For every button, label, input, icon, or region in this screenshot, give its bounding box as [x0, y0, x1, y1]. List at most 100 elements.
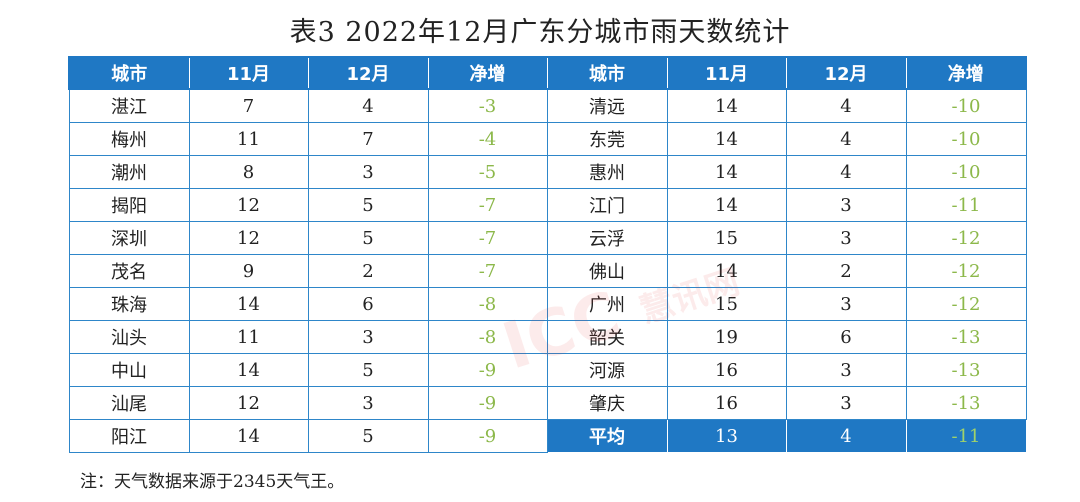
- dec-cell: 2: [307, 254, 429, 288]
- nov-cell: 8: [188, 155, 309, 189]
- nov-cell: 11: [188, 122, 309, 156]
- net-change-cell: -13: [905, 386, 1027, 420]
- city-cell: 揭阳: [68, 188, 190, 222]
- net-change-cell: -12: [905, 254, 1027, 288]
- city-cell: 清远: [546, 88, 668, 123]
- city-cell: 韶关: [546, 320, 668, 354]
- nov-cell: 14: [666, 88, 787, 123]
- nov-cell: 16: [666, 386, 787, 420]
- city-cell: 东莞: [546, 122, 668, 156]
- net-change-cell: -4: [427, 122, 548, 156]
- table-header-row: 城市 11月 12月 净增 城市 11月 12月 净增: [68, 56, 1027, 90]
- table-row: 潮州 8 3 -5 惠州 14 4 -10: [68, 155, 1027, 189]
- city-cell: 河源: [546, 353, 668, 387]
- dec-cell: 3: [307, 155, 429, 189]
- net-change-cell: -7: [427, 254, 548, 288]
- average-dec-cell: 4: [785, 419, 907, 453]
- city-cell: 珠海: [68, 287, 190, 321]
- nov-cell: 15: [666, 221, 787, 255]
- city-cell: 潮州: [68, 155, 190, 189]
- net-change-cell: -9: [427, 419, 548, 453]
- dec-cell: 3: [307, 320, 429, 354]
- net-change-cell: -10: [905, 155, 1027, 189]
- dec-cell: 3: [785, 188, 907, 222]
- header-nov-left: 11月: [188, 56, 309, 90]
- city-cell: 茂名: [68, 254, 190, 288]
- dec-cell: 3: [785, 221, 907, 255]
- dec-cell: 4: [307, 88, 429, 123]
- nov-cell: 12: [188, 221, 309, 255]
- header-nov-right: 11月: [666, 56, 787, 90]
- dec-cell: 5: [307, 221, 429, 255]
- nov-cell: 7: [188, 88, 309, 123]
- nov-cell: 9: [188, 254, 309, 288]
- header-dec-left: 12月: [307, 56, 429, 90]
- net-change-cell: -13: [905, 320, 1027, 354]
- nov-cell: 12: [188, 386, 309, 420]
- dec-cell: 4: [785, 155, 907, 189]
- dec-cell: 3: [785, 287, 907, 321]
- nov-cell: 14: [188, 353, 309, 387]
- dec-cell: 5: [307, 353, 429, 387]
- table-row: 湛江 7 4 -3 清远 14 4 -10: [68, 88, 1027, 123]
- city-cell: 惠州: [546, 155, 668, 189]
- nov-cell: 14: [666, 254, 787, 288]
- city-cell: 中山: [68, 353, 190, 387]
- dec-cell: 3: [785, 353, 907, 387]
- city-cell: 梅州: [68, 122, 190, 156]
- net-change-cell: -12: [905, 287, 1027, 321]
- dec-cell: 4: [785, 122, 907, 156]
- city-cell: 肇庆: [546, 386, 668, 420]
- net-change-cell: -12: [905, 221, 1027, 255]
- city-cell: 汕头: [68, 320, 190, 354]
- table-row: 揭阳 12 5 -7 江门 14 3 -11: [68, 188, 1027, 222]
- city-cell: 云浮: [546, 221, 668, 255]
- table-row: 深圳 12 5 -7 云浮 15 3 -12: [68, 221, 1027, 255]
- nov-cell: 19: [666, 320, 787, 354]
- city-cell: 深圳: [68, 221, 190, 255]
- nov-cell: 14: [188, 419, 309, 453]
- rain-days-table: 城市 11月 12月 净增 城市 11月 12月 净增 湛江 7 4 -3 清远 14 4-…: [68, 56, 1027, 453]
- net-change-cell: -10: [905, 122, 1027, 156]
- net-change-cell: -11: [905, 188, 1027, 222]
- average-net-cell: -11: [905, 419, 1027, 453]
- net-change-cell: -9: [427, 386, 548, 420]
- net-change-cell: -8: [427, 320, 548, 354]
- header-city-left: 城市: [68, 56, 190, 90]
- header-dec-right: 12月: [785, 56, 907, 90]
- dec-cell: 6: [785, 320, 907, 354]
- table-row: 梅州 11 7 -4 东莞 14 4 -10: [68, 122, 1027, 156]
- net-change-cell: -9: [427, 353, 548, 387]
- table-row-average: 阳江 14 5 -9 平均 13 4 -11: [68, 419, 1027, 453]
- header-net-right: 净增: [905, 56, 1027, 90]
- dec-cell: 7: [307, 122, 429, 156]
- dec-cell: 3: [307, 386, 429, 420]
- table-row: 汕头 11 3 -8 韶关 19 6 -13: [68, 320, 1027, 354]
- nov-cell: 14: [188, 287, 309, 321]
- header-city-right: 城市: [546, 56, 668, 90]
- nov-cell: 11: [188, 320, 309, 354]
- source-note: 注：天气数据来源于2345天气王。: [80, 472, 345, 492]
- city-cell: 湛江: [68, 88, 190, 123]
- net-change-cell: -13: [905, 353, 1027, 387]
- dec-cell: 6: [307, 287, 429, 321]
- nov-cell: 12: [188, 188, 309, 222]
- nov-cell: 16: [666, 353, 787, 387]
- dec-cell: 5: [307, 419, 429, 453]
- net-change-cell: -8: [427, 287, 548, 321]
- table-row: 中山 14 5 -9 河源 16 3 -13: [68, 353, 1027, 387]
- table-row: 珠海 14 6 -8 广州 15 3 -12: [68, 287, 1027, 321]
- city-cell: 阳江: [68, 419, 190, 453]
- dec-cell: 4: [785, 88, 907, 123]
- nov-cell: 14: [666, 188, 787, 222]
- city-cell: 佛山: [546, 254, 668, 288]
- table-row: 汕尾 12 3 -9 肇庆 16 3 -13: [68, 386, 1027, 420]
- city-cell: 广州: [546, 287, 668, 321]
- header-net-left: 净增: [427, 56, 548, 90]
- net-change-cell: -7: [427, 188, 548, 222]
- net-change-cell: -3: [427, 88, 548, 123]
- table-title: 表3 2022年12月广东分城市雨天数统计: [289, 17, 791, 48]
- dec-cell: 2: [785, 254, 907, 288]
- net-change-cell: -10: [905, 88, 1027, 123]
- city-cell: 汕尾: [68, 386, 190, 420]
